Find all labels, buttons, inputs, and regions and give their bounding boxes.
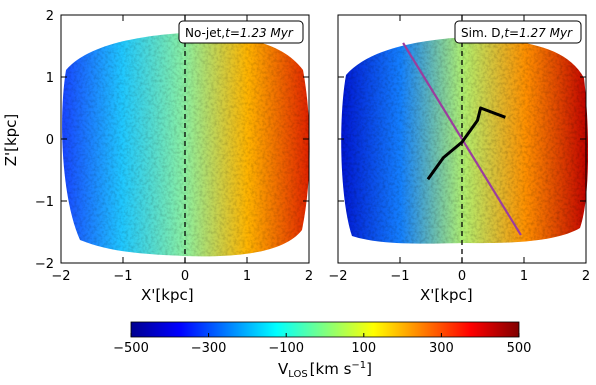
y-tick-label: 1 [46, 71, 54, 86]
svg-text:No-jet,t=1.23 Myr: No-jet,t=1.23 Myr [185, 26, 294, 40]
y-tick-label: −2 [35, 257, 54, 272]
x-tick-label: −2 [51, 269, 70, 284]
colorbar-ticks: −500 −300 −100 100 300 500 [113, 333, 531, 356]
x-tick-label: −1 [113, 269, 132, 284]
x-tick-label: 1 [520, 269, 528, 284]
svg-text:Sim. D,t=1.27 Myr: Sim. D,t=1.27 Myr [461, 26, 573, 40]
colorbar-gradient [130, 321, 520, 338]
colorbar-tick-label: −500 [113, 341, 149, 356]
x-tick-label: 0 [181, 269, 189, 284]
x-tick-label: 1 [243, 269, 251, 284]
right-time-box: Sim. D,t=1.27 Myr [454, 20, 582, 44]
left-velocity-map [62, 33, 310, 257]
x-tick-label: 0 [458, 269, 466, 284]
left-panel-label: No-jet, [185, 26, 225, 40]
y-tick-label: 2 [46, 9, 54, 24]
colorbar-tick-label: −100 [268, 341, 304, 356]
jet-trace [426, 106, 506, 181]
right-xlabel: X'[kpc] [420, 286, 473, 304]
colorbar-tick-label: 300 [429, 341, 454, 356]
left-time-box: No-jet,t=1.23 Myr [178, 20, 304, 44]
colorbar-tick-label: −300 [191, 341, 227, 356]
colorbar: −500 −300 −100 100 300 500 VLOS [km s−1] [113, 321, 531, 380]
x-tick-label: −2 [328, 269, 347, 284]
jet-axis-line [402, 42, 522, 236]
right-panel-label: Sim. D, [461, 26, 504, 40]
colorbar-label: VLOS [km s−1] [278, 360, 372, 380]
x-tick-label: 2 [305, 269, 313, 284]
y-tick-label: −1 [35, 195, 54, 210]
colorbar-tick-label: 100 [351, 341, 376, 356]
left-ticks: −2 −1 0 1 2 −2 −1 0 1 2 [35, 9, 313, 284]
left-xlabel: X'[kpc] [141, 286, 194, 304]
right-time-label: t=1.27 Myr [504, 26, 573, 40]
colorbar-tick-label: 500 [507, 341, 532, 356]
left-ylabel: Z'[kpc] [2, 114, 20, 167]
x-tick-label: 2 [582, 269, 590, 284]
right-ticks: −2 −1 0 1 2 [328, 14, 590, 284]
x-tick-label: −1 [390, 269, 409, 284]
right-panel: −2 −1 0 1 2 Sim. D,t=1.27 Myr [328, 14, 590, 284]
y-tick-label: 0 [46, 133, 54, 148]
right-velocity-map [341, 37, 588, 244]
left-panel: −2 −1 0 1 2 −2 −1 0 1 2 No-jet,t=1.23 Myr [35, 9, 313, 284]
left-time-label: t=1.23 Myr [225, 26, 294, 40]
